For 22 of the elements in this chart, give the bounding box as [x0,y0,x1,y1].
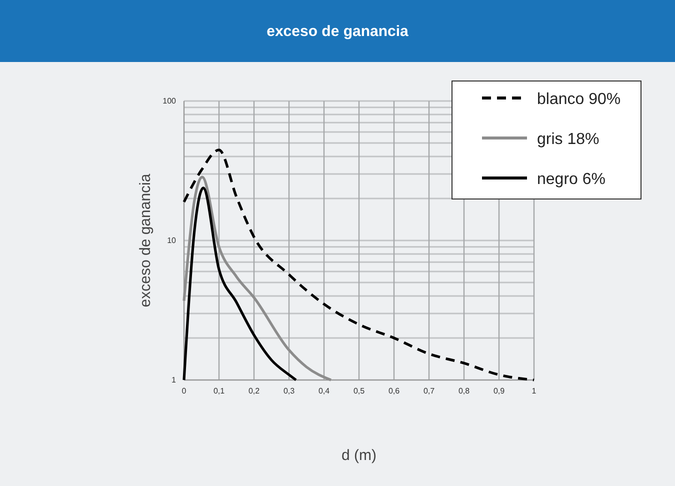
x-tick-label: 0,9 [493,386,506,396]
x-tick-label: 0,3 [283,386,296,396]
y-axis-title: exceso de ganancia [137,173,154,308]
x-tick-label: 0,2 [248,386,260,396]
x-tick-label: 0,4 [318,386,330,396]
y-tick-label: 10 [167,236,177,246]
y-tick-label: 100 [162,96,177,106]
x-tick-label: 0,7 [423,386,436,396]
legend-label: blanco 90% [537,91,621,108]
x-tick-label: 0,8 [458,386,470,396]
line-series [182,176,332,382]
legend-label: gris 18% [537,131,600,148]
line-series [182,186,298,382]
chart-title: exceso de ganancia [0,0,675,62]
x-tick-label: 0,6 [388,386,400,396]
x-tick-label: 0,1 [213,386,226,396]
x-tick-label: 0,5 [353,386,366,396]
y-tick-label: 1 [172,376,177,385]
legend-label: negro 6% [537,171,606,188]
x-axis-title: d (m) [342,447,376,464]
x-tick-label: 0 [182,386,187,396]
x-tick-label: 1 [532,386,537,396]
